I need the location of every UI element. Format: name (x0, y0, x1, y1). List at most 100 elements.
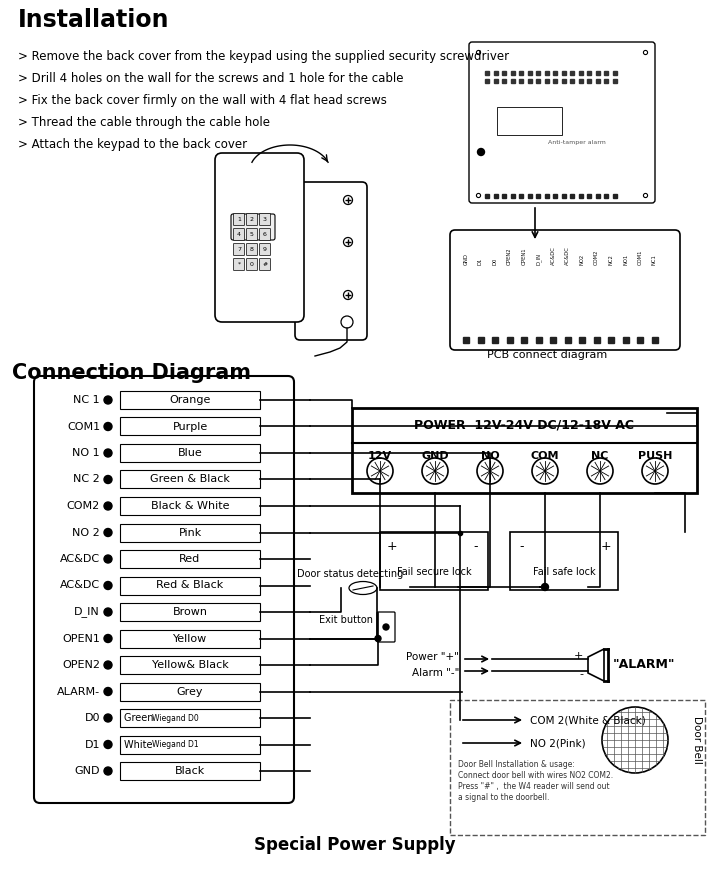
Text: Green: Green (124, 713, 157, 723)
Circle shape (477, 148, 484, 156)
Text: NC: NC (591, 451, 609, 461)
Bar (120, 444, 260, 462)
Text: GND: GND (74, 766, 100, 776)
Text: NC1: NC1 (652, 254, 657, 265)
Text: PCB connect diagram: PCB connect diagram (487, 350, 607, 360)
Circle shape (104, 529, 112, 537)
Text: Red & Black: Red & Black (157, 580, 223, 591)
Text: > Remove the back cover from the keypad using the supplied security screwdriver: > Remove the back cover from the keypad … (18, 50, 509, 63)
FancyBboxPatch shape (259, 244, 271, 255)
Text: Anti-tamper alarm: Anti-tamper alarm (548, 140, 606, 145)
Circle shape (341, 316, 353, 328)
Circle shape (104, 502, 112, 510)
Polygon shape (588, 649, 604, 681)
Text: 9: 9 (263, 247, 267, 252)
Text: COM 2(White & Black): COM 2(White & Black) (530, 715, 646, 725)
Text: White: White (124, 739, 155, 750)
Text: > Drill 4 holes on the wall for the screws and 1 hole for the cable: > Drill 4 holes on the wall for the scre… (18, 72, 403, 85)
Circle shape (343, 291, 352, 300)
Text: Purple: Purple (172, 422, 208, 431)
FancyBboxPatch shape (247, 213, 257, 226)
Text: GND: GND (421, 451, 449, 461)
Text: Wiegand D1: Wiegand D1 (152, 740, 198, 749)
Bar (120, 417, 260, 436)
Bar (450, 700, 705, 835)
Text: 7: 7 (237, 247, 241, 252)
Circle shape (104, 687, 112, 696)
Circle shape (104, 449, 112, 457)
Bar (120, 577, 260, 595)
Text: NC2: NC2 (608, 254, 613, 265)
Text: OPEN2: OPEN2 (507, 247, 512, 265)
Text: POWER  12V-24V DC/12-18V AC: POWER 12V-24V DC/12-18V AC (415, 419, 635, 432)
Text: Door Bell Installation & usage:: Door Bell Installation & usage: (458, 760, 575, 769)
Text: Black & White: Black & White (151, 501, 229, 511)
Circle shape (542, 584, 549, 591)
Text: AC&DC: AC&DC (565, 246, 570, 265)
Text: 2: 2 (250, 217, 254, 222)
FancyBboxPatch shape (231, 214, 275, 240)
Text: COM1: COM1 (67, 422, 100, 431)
Text: Exit button: Exit button (319, 615, 373, 625)
Text: NO 2: NO 2 (72, 528, 100, 537)
Bar (120, 683, 260, 700)
Text: Yellow: Yellow (173, 633, 207, 644)
FancyBboxPatch shape (233, 244, 245, 255)
FancyBboxPatch shape (469, 42, 655, 203)
Text: 6: 6 (263, 232, 267, 237)
Text: 8: 8 (250, 247, 254, 252)
Text: Blue: Blue (178, 448, 202, 458)
Text: OPEN1: OPEN1 (62, 633, 100, 644)
Text: +: + (574, 651, 583, 661)
Text: PUSH: PUSH (638, 451, 672, 461)
Circle shape (375, 636, 381, 642)
Bar (510, 532, 618, 590)
Bar (497, 107, 562, 135)
Text: Red: Red (179, 554, 201, 564)
Text: Door Bell: Door Bell (692, 716, 702, 764)
Text: +: + (601, 541, 611, 553)
Text: D_IN: D_IN (536, 253, 542, 265)
Text: -: - (474, 541, 479, 553)
Text: 4: 4 (237, 232, 241, 237)
Bar (120, 550, 260, 568)
Bar (120, 391, 260, 409)
Text: COM2: COM2 (594, 249, 599, 265)
Text: *: * (238, 262, 240, 267)
Bar (120, 656, 260, 674)
Circle shape (367, 458, 393, 484)
Circle shape (104, 422, 112, 430)
Text: OPEN2: OPEN2 (62, 660, 100, 670)
Circle shape (343, 238, 352, 246)
FancyBboxPatch shape (259, 213, 271, 226)
Ellipse shape (349, 582, 377, 595)
Text: COM: COM (531, 451, 559, 461)
FancyBboxPatch shape (233, 213, 245, 226)
Text: NC 1: NC 1 (73, 395, 100, 405)
Circle shape (104, 396, 112, 404)
Text: Connection Diagram: Connection Diagram (12, 363, 251, 383)
Text: NO 1: NO 1 (72, 448, 100, 458)
Circle shape (532, 458, 558, 484)
Text: Installation: Installation (18, 8, 169, 32)
FancyBboxPatch shape (233, 259, 245, 271)
Text: D_IN: D_IN (74, 606, 100, 618)
Text: 3: 3 (263, 217, 267, 222)
FancyBboxPatch shape (215, 153, 304, 322)
Text: Green & Black: Green & Black (150, 475, 230, 484)
Bar (120, 523, 260, 542)
Text: 1: 1 (237, 217, 241, 222)
Text: -: - (520, 541, 524, 553)
Text: ALARM-: ALARM- (57, 686, 100, 697)
Circle shape (104, 582, 112, 590)
Text: NO2: NO2 (579, 253, 584, 265)
Text: NO1: NO1 (623, 253, 628, 265)
Text: COM2: COM2 (67, 501, 100, 511)
Text: Special Power Supply: Special Power Supply (254, 836, 455, 854)
Circle shape (587, 458, 613, 484)
FancyBboxPatch shape (259, 228, 271, 240)
Text: -: - (579, 669, 583, 679)
Text: Grey: Grey (177, 686, 203, 697)
Text: NC 2: NC 2 (73, 475, 100, 484)
Text: D0: D0 (84, 713, 100, 723)
